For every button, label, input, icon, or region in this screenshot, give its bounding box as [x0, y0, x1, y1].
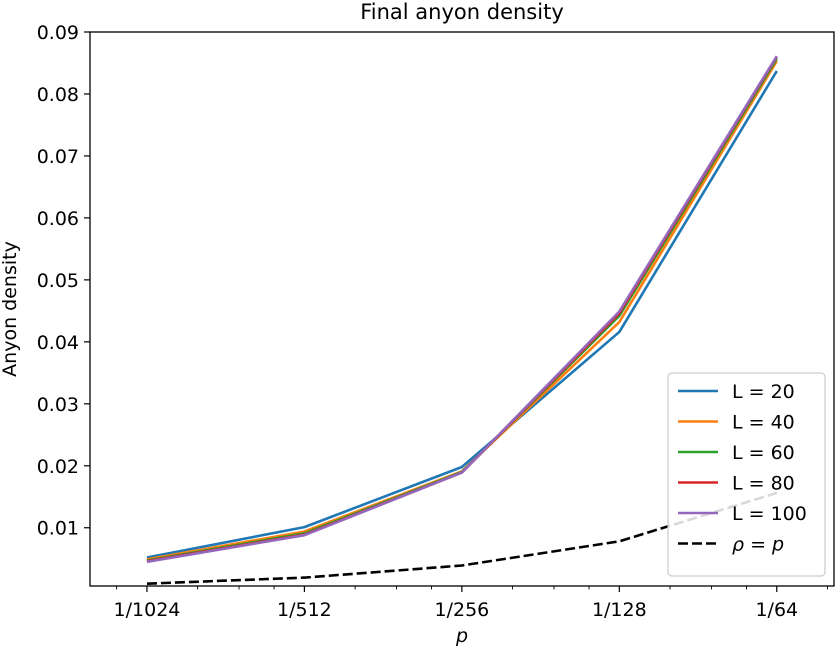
legend-label: ρ = p	[732, 534, 784, 556]
legend-label: L = 80	[732, 473, 795, 495]
legend-label: L = 40	[732, 412, 795, 434]
y-tick-label: 0.09	[37, 22, 79, 44]
x-tick-label: 1/256	[434, 599, 489, 621]
y-tick-label: 0.08	[37, 84, 79, 106]
y-tick-label: 0.05	[37, 270, 79, 292]
x-tick-label: 1/64	[755, 599, 798, 621]
chart-title: Final anyon density	[360, 0, 564, 24]
series-layer	[146, 55, 778, 585]
series-line	[146, 491, 778, 585]
y-tick-label: 0.03	[37, 394, 79, 416]
y-tick-label: 0.06	[37, 208, 79, 230]
y-axis-label: Anyon density	[0, 241, 21, 377]
y-tick-label: 0.04	[37, 332, 79, 354]
x-axis: 1/1024 1/512 1/256 1/128 1/64	[114, 586, 798, 621]
legend-label: L = 20	[732, 381, 795, 403]
series-line	[146, 70, 778, 559]
y-tick-label: 0.02	[37, 456, 79, 478]
x-axis-label: p	[455, 625, 468, 647]
legend-label: L = 60	[732, 442, 795, 464]
y-tick-label: 0.01	[37, 518, 79, 540]
x-tick-label: 1/1024	[114, 599, 181, 621]
legend-box	[667, 372, 826, 577]
legend-label: L = 100	[732, 503, 807, 525]
y-axis: 0.01 0.02 0.03 0.04 0.05 0.06 0.07 0.08 0.09	[37, 22, 90, 540]
y-tick-label: 0.07	[37, 146, 79, 168]
x-tick-label: 1/512	[277, 599, 332, 621]
legend: L = 20 L = 40 L = 60 L = 80 L = 100 ρ = p	[667, 372, 826, 577]
series-line	[146, 55, 778, 564]
x-tick-label: 1/128	[592, 599, 647, 621]
plot-frame	[89, 31, 835, 587]
